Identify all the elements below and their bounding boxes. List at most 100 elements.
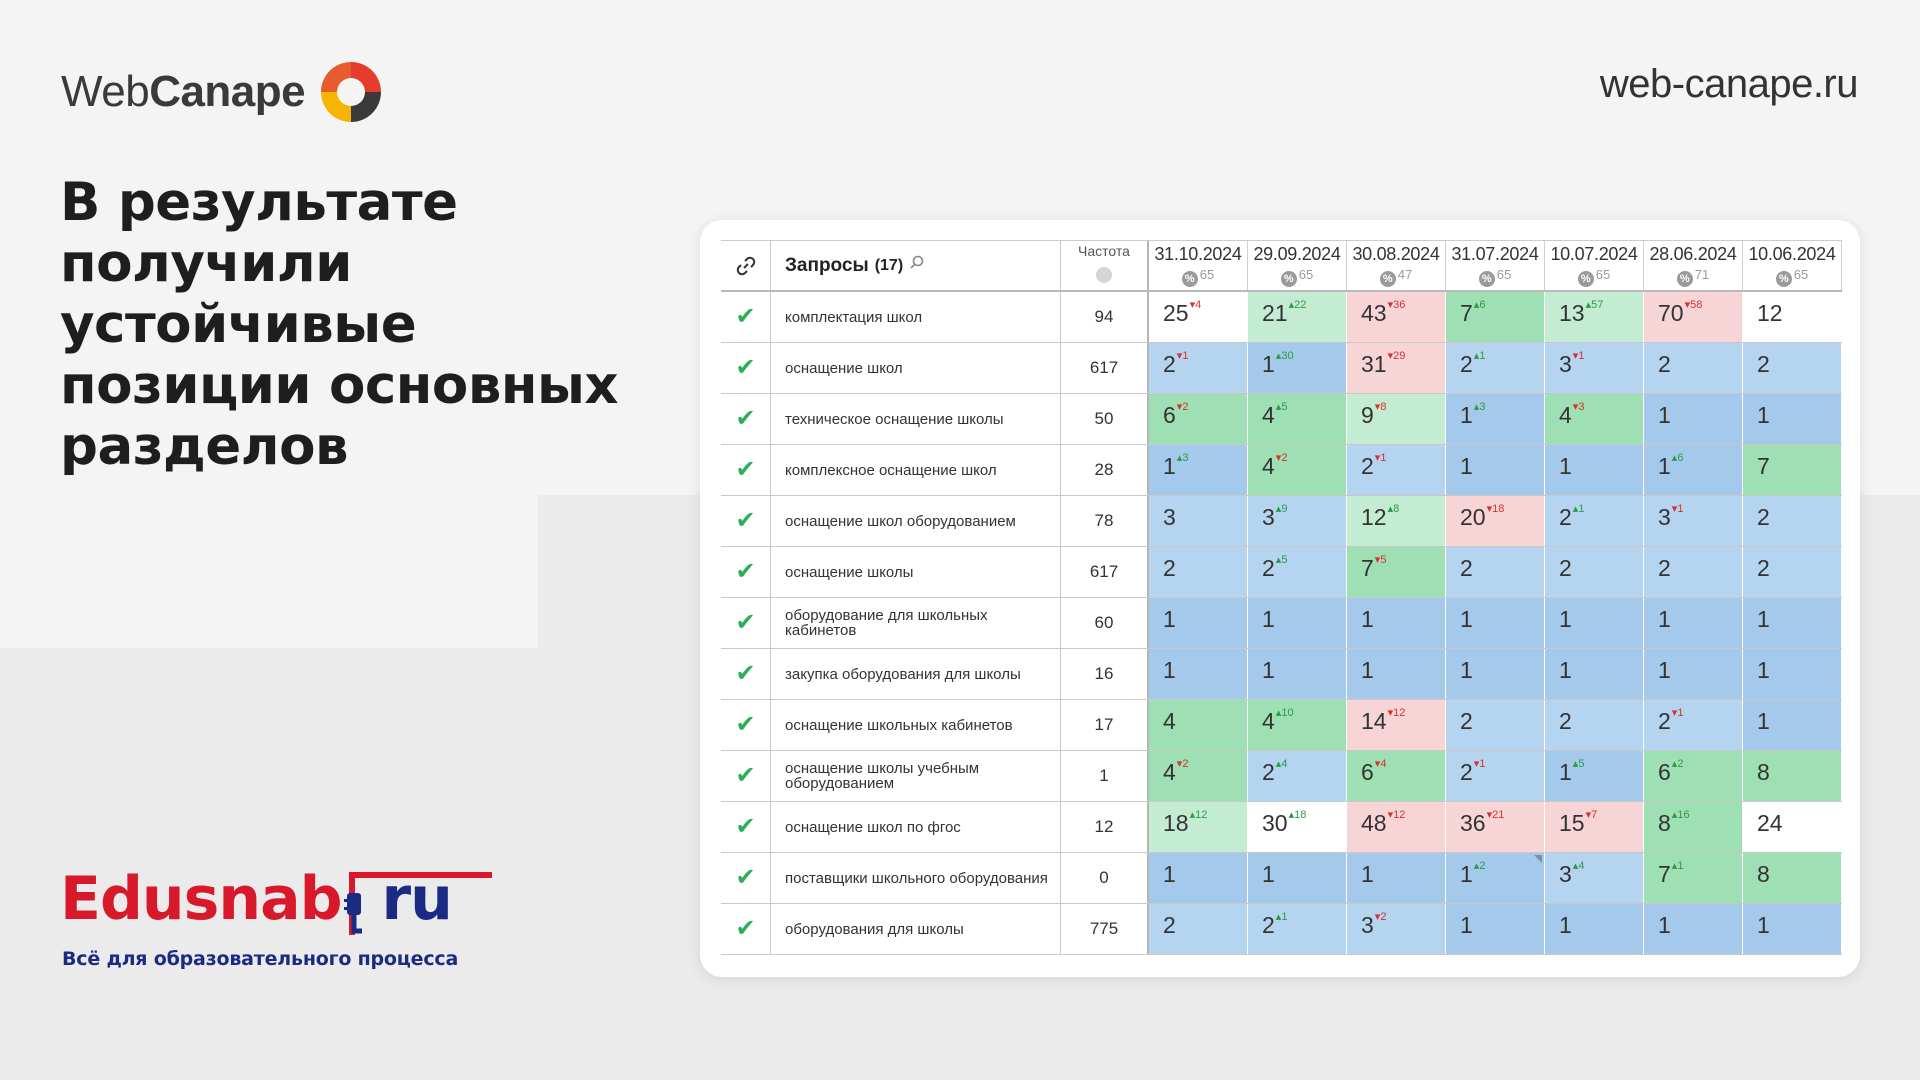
- table-row[interactable]: ✔ техническое оснащение школы 50 6▾2 4▴5 9▾8 1…: [721, 394, 1842, 445]
- position-cell[interactable]: 1: [1149, 649, 1248, 699]
- position-cell[interactable]: 3▴9: [1248, 496, 1347, 546]
- position-cell[interactable]: 1: [1644, 394, 1743, 444]
- position-cell[interactable]: 3▾1: [1644, 496, 1743, 546]
- position-cell[interactable]: 8: [1743, 751, 1842, 801]
- status-cell[interactable]: ✔: [721, 649, 771, 699]
- position-cell[interactable]: 2▴4: [1248, 751, 1347, 801]
- position-cell[interactable]: 1▴6: [1644, 445, 1743, 495]
- position-cell[interactable]: 2: [1446, 700, 1545, 750]
- query-cell[interactable]: оборудование для школьных кабинетов: [771, 598, 1061, 648]
- status-cell[interactable]: ✔: [721, 700, 771, 750]
- edusnab-logo[interactable]: Edusnab ru Всё для образовательного проце…: [60, 864, 492, 974]
- position-cell[interactable]: 4▾2: [1149, 751, 1248, 801]
- position-cell[interactable]: 2▴1: [1545, 496, 1644, 546]
- position-cell[interactable]: 2: [1743, 547, 1842, 597]
- date-column-header[interactable]: 29.09.2024% 65: [1248, 241, 1347, 290]
- position-cell[interactable]: 1: [1545, 904, 1644, 954]
- position-cell[interactable]: 2: [1743, 496, 1842, 546]
- position-cell[interactable]: 1: [1644, 649, 1743, 699]
- date-column-header[interactable]: 31.10.2024% 65: [1149, 241, 1248, 290]
- position-cell[interactable]: 1: [1743, 700, 1842, 750]
- status-cell[interactable]: ✔: [721, 853, 771, 903]
- query-cell[interactable]: оснащение школы: [771, 547, 1061, 597]
- position-cell[interactable]: 6▴2: [1644, 751, 1743, 801]
- status-cell[interactable]: ✔: [721, 904, 771, 954]
- query-cell[interactable]: оснащение школьных кабинетов: [771, 700, 1061, 750]
- position-cell[interactable]: 1: [1644, 904, 1743, 954]
- position-cell[interactable]: 3▾1: [1545, 343, 1644, 393]
- table-row[interactable]: ✔ оснащение школы учебным оборудованием 1 4…: [721, 751, 1842, 802]
- position-cell[interactable]: 2: [1743, 343, 1842, 393]
- position-cell[interactable]: 70▾58: [1644, 292, 1743, 342]
- position-cell[interactable]: 30▴18: [1248, 802, 1347, 852]
- position-cell[interactable]: 43▾36: [1347, 292, 1446, 342]
- table-row[interactable]: ✔ оборудования для школы 775 2 2▴1 3▾2 1 1 1 1: [721, 904, 1842, 955]
- position-cell[interactable]: 2: [1644, 343, 1743, 393]
- status-cell[interactable]: ✔: [721, 547, 771, 597]
- position-cell[interactable]: 1▴3: [1149, 445, 1248, 495]
- table-row[interactable]: ✔ оснащение школ по фгос 12 18▴12 30▴18 48▾12…: [721, 802, 1842, 853]
- link-column-header[interactable]: [721, 241, 771, 290]
- position-cell[interactable]: 3: [1149, 496, 1248, 546]
- date-column-header[interactable]: 10.07.2024% 65: [1545, 241, 1644, 290]
- position-cell[interactable]: 31▾29: [1347, 343, 1446, 393]
- query-cell[interactable]: оснащение школы учебным оборудованием: [771, 751, 1061, 801]
- position-cell[interactable]: 1: [1149, 598, 1248, 648]
- position-cell[interactable]: 8▴16: [1644, 802, 1743, 852]
- query-cell[interactable]: оснащение школ по фгос: [771, 802, 1061, 852]
- position-cell[interactable]: 9▾8: [1347, 394, 1446, 444]
- position-cell[interactable]: 1: [1248, 598, 1347, 648]
- position-cell[interactable]: 6▾2: [1149, 394, 1248, 444]
- position-cell[interactable]: 1: [1347, 598, 1446, 648]
- position-cell[interactable]: 1: [1248, 853, 1347, 903]
- status-cell[interactable]: ✔: [721, 751, 771, 801]
- position-cell[interactable]: 1: [1446, 598, 1545, 648]
- position-cell[interactable]: 18▴12: [1149, 802, 1248, 852]
- position-cell[interactable]: 4▴5: [1248, 394, 1347, 444]
- position-cell[interactable]: 36▾21: [1446, 802, 1545, 852]
- webcanape-logo[interactable]: WebCanape: [61, 57, 385, 127]
- position-cell[interactable]: 1: [1446, 904, 1545, 954]
- position-cell[interactable]: 3▾2: [1347, 904, 1446, 954]
- query-cell[interactable]: оснащение школ оборудованием: [771, 496, 1061, 546]
- status-cell[interactable]: ✔: [721, 292, 771, 342]
- position-cell[interactable]: 1: [1743, 598, 1842, 648]
- status-cell[interactable]: ✔: [721, 343, 771, 393]
- position-cell[interactable]: 4▴10: [1248, 700, 1347, 750]
- position-cell[interactable]: 2▴1: [1248, 904, 1347, 954]
- position-cell[interactable]: 21▴22: [1248, 292, 1347, 342]
- position-cell[interactable]: 1: [1347, 649, 1446, 699]
- position-cell[interactable]: 2: [1446, 547, 1545, 597]
- position-cell[interactable]: 1▴5: [1545, 751, 1644, 801]
- table-row[interactable]: ✔ оснащение школ оборудованием 78 3 3▴9 12▴8 2…: [721, 496, 1842, 547]
- position-cell[interactable]: 2: [1149, 547, 1248, 597]
- position-cell[interactable]: 2▴1: [1446, 343, 1545, 393]
- position-cell[interactable]: 1: [1644, 598, 1743, 648]
- position-cell[interactable]: 7▾5: [1347, 547, 1446, 597]
- position-cell[interactable]: 1▴30: [1248, 343, 1347, 393]
- position-cell[interactable]: 12: [1743, 292, 1842, 342]
- query-cell[interactable]: закупка оборудования для школы: [771, 649, 1061, 699]
- position-cell[interactable]: 12▴8: [1347, 496, 1446, 546]
- status-cell[interactable]: ✔: [721, 445, 771, 495]
- queries-column-header[interactable]: Запросы (17): [771, 241, 1061, 290]
- position-cell[interactable]: 3▴4: [1545, 853, 1644, 903]
- table-row[interactable]: ✔ поставщики школьного оборудования 0 1 1 1 1▴…: [721, 853, 1842, 904]
- table-row[interactable]: ✔ закупка оборудования для школы 16 1 1 1 1 1 1 1: [721, 649, 1842, 700]
- position-cell[interactable]: 2▾1: [1149, 343, 1248, 393]
- status-cell[interactable]: ✔: [721, 802, 771, 852]
- position-cell[interactable]: 15▾7: [1545, 802, 1644, 852]
- table-row[interactable]: ✔ комплектация школ 94 25▾4 21▴22 43▾36 7▴6 13▴…: [721, 292, 1842, 343]
- position-cell[interactable]: 4▾3: [1545, 394, 1644, 444]
- position-cell[interactable]: 7: [1743, 445, 1842, 495]
- position-cell[interactable]: 8: [1743, 853, 1842, 903]
- position-cell[interactable]: 2: [1644, 547, 1743, 597]
- query-cell[interactable]: комплексное оснащение школ: [771, 445, 1061, 495]
- frequency-column-header[interactable]: Частота: [1061, 241, 1149, 290]
- status-cell[interactable]: ✔: [721, 394, 771, 444]
- position-cell[interactable]: 2▴5: [1248, 547, 1347, 597]
- position-cell[interactable]: 4▾2: [1248, 445, 1347, 495]
- position-cell[interactable]: 1: [1149, 853, 1248, 903]
- position-cell[interactable]: 2▾1: [1446, 751, 1545, 801]
- position-cell[interactable]: 2▾1: [1347, 445, 1446, 495]
